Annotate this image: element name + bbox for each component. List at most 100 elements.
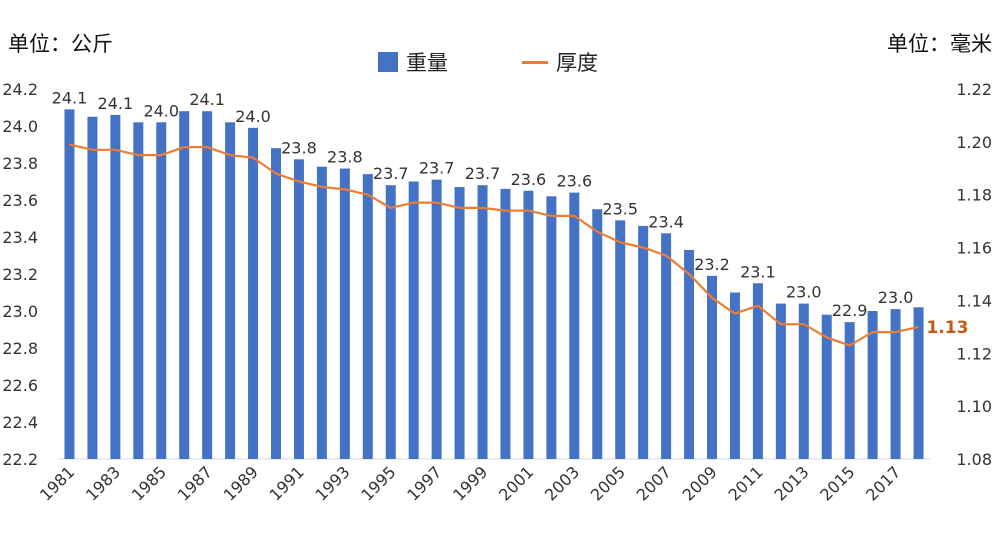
y-left-tick-label: 23.4 bbox=[2, 228, 38, 247]
bar-data-label: 24.0 bbox=[235, 107, 271, 126]
bar-weight bbox=[638, 225, 649, 459]
bar-weight bbox=[569, 192, 580, 459]
bar-weight bbox=[546, 196, 557, 460]
bar-weight bbox=[293, 159, 304, 460]
bar-weight bbox=[798, 303, 809, 459]
bar-weight bbox=[661, 233, 672, 459]
line-thickness bbox=[69, 143, 919, 347]
bar-weight bbox=[202, 111, 213, 459]
bar-data-label: 23.0 bbox=[878, 288, 914, 307]
left-axis-unit: 单位：公斤 bbox=[8, 32, 113, 56]
bar-weight bbox=[913, 307, 924, 459]
bar-weight bbox=[867, 311, 878, 459]
x-tick-label: 2003 bbox=[541, 462, 583, 504]
bar-data-label: 24.1 bbox=[52, 88, 88, 107]
bar-weight bbox=[362, 174, 373, 459]
legend-item-thickness[interactable]: 厚度 bbox=[522, 47, 598, 77]
line-end-label: 1.13 bbox=[927, 318, 969, 338]
bar-data-label: 23.6 bbox=[557, 172, 593, 191]
bar-weight bbox=[821, 314, 832, 459]
y-right-tick-label: 1.10 bbox=[956, 397, 992, 416]
bar-weight bbox=[684, 249, 695, 459]
bar-data-label: 24.1 bbox=[189, 90, 225, 109]
bar-weight bbox=[890, 309, 901, 459]
bar-weight bbox=[248, 127, 259, 459]
y-left-tick-label: 23.8 bbox=[2, 154, 38, 173]
bar-data-label: 24.1 bbox=[98, 94, 134, 113]
x-tick-label: 1991 bbox=[266, 462, 308, 504]
legend-swatch-thickness bbox=[522, 60, 548, 64]
bar-weight bbox=[87, 116, 98, 459]
bar-data-label: 22.9 bbox=[832, 301, 868, 320]
bar-data-label: 23.7 bbox=[419, 159, 455, 178]
bar-weight bbox=[454, 187, 465, 460]
legend-item-weight[interactable]: 重量 bbox=[378, 47, 448, 77]
bar-weight bbox=[431, 179, 442, 459]
x-tick-label: 2017 bbox=[862, 462, 904, 504]
bar-weight bbox=[729, 292, 740, 459]
bar-weight bbox=[615, 220, 626, 459]
x-tick-label: 2001 bbox=[495, 462, 537, 504]
y-right-tick-label: 1.08 bbox=[956, 450, 992, 469]
y-right-tick-label: 1.12 bbox=[956, 344, 992, 363]
bar-data-label: 23.7 bbox=[465, 164, 501, 183]
bar-data-label: 23.6 bbox=[511, 170, 547, 189]
bar-data-label: 24.0 bbox=[143, 101, 179, 120]
bar-weight bbox=[316, 166, 327, 459]
x-tick-label: 2015 bbox=[816, 462, 858, 504]
y-left-tick-label: 24.0 bbox=[2, 117, 38, 136]
y-left-tick-label: 22.2 bbox=[2, 450, 38, 469]
bar-weight bbox=[339, 168, 350, 460]
y-left-tick-label: 22.4 bbox=[2, 413, 38, 432]
y-left-tick-label: 23.6 bbox=[2, 191, 38, 210]
bar-weight bbox=[64, 109, 75, 459]
bar-data-label: 23.8 bbox=[281, 138, 317, 157]
bar-weight bbox=[179, 111, 190, 459]
bar-weight bbox=[225, 122, 236, 460]
y-left-tick-label: 22.6 bbox=[2, 376, 38, 395]
y-left-tick-label: 24.2 bbox=[2, 80, 38, 99]
x-tick-label: 1981 bbox=[36, 462, 78, 504]
bar-data-label: 23.5 bbox=[602, 199, 638, 218]
bar-weight bbox=[385, 185, 396, 459]
bar-weight bbox=[477, 185, 488, 459]
legend-label-weight: 重量 bbox=[406, 51, 448, 75]
bar-weight bbox=[523, 190, 534, 459]
bar-data-label: 23.8 bbox=[327, 148, 363, 167]
bar-weight bbox=[408, 181, 419, 459]
x-tick-label: 1993 bbox=[311, 462, 353, 504]
y-right-tick-label: 1.14 bbox=[956, 291, 992, 310]
x-tick-label: 1999 bbox=[449, 462, 491, 504]
bar-weight bbox=[500, 188, 511, 459]
x-tick-label: 2005 bbox=[587, 462, 629, 504]
x-tick-label: 1997 bbox=[403, 462, 445, 504]
x-tick-label: 2009 bbox=[679, 462, 721, 504]
bar-weight bbox=[156, 122, 167, 460]
y-left-tick-label: 22.8 bbox=[2, 339, 38, 358]
y-right-tick-label: 1.20 bbox=[956, 133, 992, 152]
bar-weight bbox=[592, 209, 603, 459]
y-left-tick-label: 23.0 bbox=[2, 302, 38, 321]
bar-weight bbox=[707, 275, 717, 459]
bar-weight bbox=[271, 148, 281, 459]
bar-data-label: 23.0 bbox=[786, 283, 822, 302]
x-tick-label: 1985 bbox=[128, 462, 170, 504]
x-tick-label: 2013 bbox=[770, 462, 812, 504]
x-tick-label: 2007 bbox=[633, 462, 675, 504]
x-tick-label: 1995 bbox=[357, 462, 399, 504]
bar-weight bbox=[110, 114, 121, 460]
bar-weight bbox=[752, 283, 763, 459]
bar-weight bbox=[775, 303, 786, 459]
x-tick-label: 1983 bbox=[82, 462, 124, 504]
y-right-tick-label: 1.16 bbox=[956, 239, 992, 258]
bar-data-label: 23.1 bbox=[740, 262, 776, 281]
right-axis-unit: 单位：毫米 bbox=[887, 32, 992, 56]
bar-weight bbox=[133, 122, 144, 460]
x-tick-label: 2011 bbox=[724, 462, 766, 504]
bar-data-label: 23.4 bbox=[648, 212, 684, 231]
bar-data-label: 23.7 bbox=[373, 164, 409, 183]
bar-weight bbox=[844, 322, 855, 459]
x-tick-label: 1989 bbox=[220, 462, 262, 504]
x-tick-label: 1987 bbox=[174, 462, 216, 504]
